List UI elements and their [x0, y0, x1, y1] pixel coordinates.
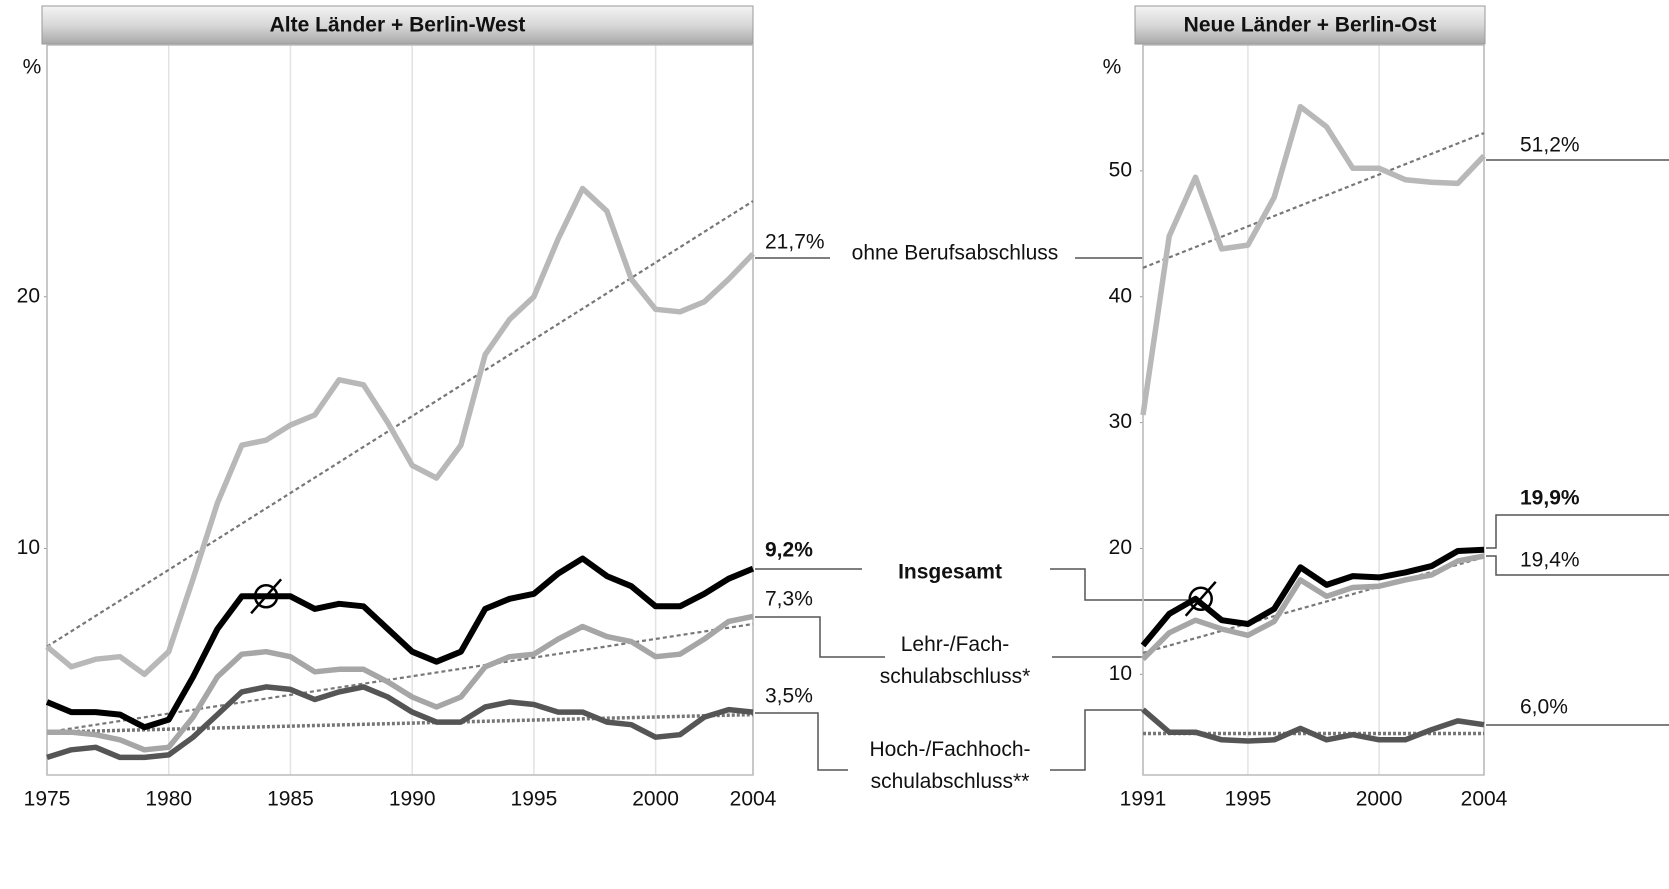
- trend-line: [1142, 132, 1485, 269]
- x-tick-label: 1995: [511, 788, 558, 811]
- mean-marker: [253, 584, 279, 609]
- end-label: 3,5%: [765, 685, 813, 708]
- mean-marker: [1188, 586, 1213, 612]
- series-name: Hoch-/Fachhoch-schulabschluss**: [869, 738, 1030, 793]
- trend-line: [46, 200, 754, 648]
- x-tick-label: 2004: [730, 788, 777, 811]
- series-line: [1140, 103, 1486, 416]
- x-tick-label: 1995: [1225, 788, 1272, 811]
- x-tick-label: 2000: [632, 788, 679, 811]
- y-tick-label: 50: [1109, 158, 1132, 181]
- series-line: [1140, 546, 1485, 648]
- panel-title: Alte Länder + Berlin-West: [270, 14, 526, 37]
- plot-frame: [1142, 44, 1485, 776]
- y-tick-label: 10: [17, 536, 40, 559]
- leader-lines: [755, 159, 1669, 771]
- end-label: 21,7%: [765, 231, 825, 254]
- series-line: [1141, 553, 1485, 662]
- y-tick-label: 40: [1109, 284, 1132, 307]
- trend-line: [46, 712, 754, 734]
- series-name: Insgesamt: [898, 561, 1002, 584]
- end-label: 9,2%: [765, 539, 813, 562]
- mean-marker-label: Ø: [1201, 586, 1217, 609]
- x-tick-label: 2004: [1461, 788, 1508, 811]
- x-tick-label: 1985: [267, 788, 314, 811]
- series-name: Lehr-/Fach-schulabschluss*: [880, 633, 1031, 688]
- panel-header: [1134, 5, 1486, 45]
- series-line: [1141, 707, 1485, 744]
- end-label: 6,0%: [1520, 696, 1568, 719]
- y-tick-label: 20: [17, 284, 40, 307]
- end-label: 19,4%: [1520, 549, 1580, 572]
- series-name: ohne Berufsabschluss: [852, 242, 1059, 265]
- series-line: [46, 684, 754, 761]
- mean-marker-slash: [250, 578, 283, 615]
- mean-marker-label: Ø: [266, 584, 282, 607]
- y-unit: %: [1103, 56, 1122, 79]
- x-tick-label: 2000: [1356, 788, 1403, 811]
- end-label: 51,2%: [1520, 134, 1580, 157]
- x-tick-label: 1975: [24, 788, 71, 811]
- end-label: 19,9%: [1520, 487, 1580, 510]
- series-line: [45, 555, 755, 731]
- plot-frame: [46, 44, 754, 776]
- y-tick-label: 30: [1109, 410, 1132, 433]
- y-tick-label: 20: [1109, 536, 1132, 559]
- panel-header: [41, 5, 754, 45]
- panel-title: Neue Länder + Berlin-Ost: [1184, 14, 1437, 37]
- x-tick-label: 1990: [389, 788, 436, 811]
- end-label: 7,3%: [765, 588, 813, 611]
- x-tick-label: 1980: [145, 788, 192, 811]
- series-line: [45, 185, 755, 678]
- y-unit: %: [23, 56, 42, 79]
- y-tick-label: 10: [1109, 662, 1132, 685]
- series-line: [47, 613, 754, 753]
- x-tick-label: 1991: [1120, 788, 1167, 811]
- mean-marker-slash: [1184, 580, 1217, 617]
